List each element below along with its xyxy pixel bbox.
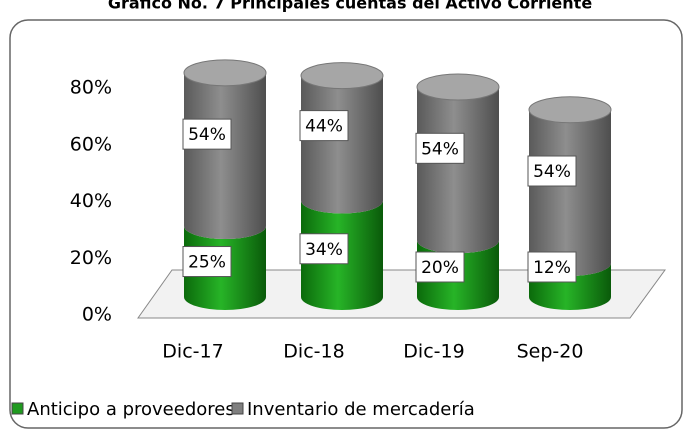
data-label-box (415, 132, 465, 164)
bar-top (416, 73, 500, 101)
bar-segment (417, 87, 499, 254)
data-label: 20% (421, 258, 459, 278)
data-label-box (527, 155, 577, 187)
bar-segment (301, 75, 383, 214)
data-label: 54% (533, 162, 571, 182)
legend-swatch (11, 402, 24, 415)
x-tick-label: Dic-19 (403, 341, 464, 363)
data-label-box (182, 246, 232, 278)
legend-label: Anticipo a proveedores (27, 399, 235, 420)
data-label-box (527, 251, 577, 283)
legend-label: Inventario de mercadería (247, 399, 475, 420)
y-tick-label: 60% (70, 133, 112, 155)
data-label-box (415, 251, 465, 283)
bar-segment (184, 72, 266, 240)
bar-segment (529, 109, 611, 276)
data-label: 54% (188, 125, 226, 145)
bar-top (183, 59, 267, 87)
data-label: 44% (305, 117, 343, 137)
y-tick-label: 20% (70, 247, 112, 269)
chart-title: Gráfico No. 7 Principales cuentas del Ac… (108, 0, 593, 13)
y-tick-label: 40% (70, 190, 112, 212)
x-tick-label: Dic-18 (283, 341, 344, 363)
data-label-box (299, 233, 349, 265)
y-tick-label: 0% (82, 304, 112, 326)
bar-top (300, 62, 384, 90)
x-tick-label: Sep-20 (517, 341, 584, 363)
bar-top (528, 96, 612, 124)
data-label: 34% (305, 240, 343, 260)
data-label: 54% (421, 139, 459, 159)
data-label: 25% (188, 253, 226, 273)
y-tick-label: 80% (70, 77, 112, 99)
x-tick-label: Dic-17 (162, 341, 223, 363)
data-label: 12% (533, 258, 571, 278)
legend-swatch (231, 402, 244, 415)
data-label-box (182, 118, 232, 150)
data-label-box (299, 110, 349, 142)
